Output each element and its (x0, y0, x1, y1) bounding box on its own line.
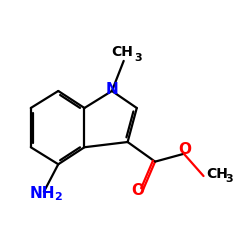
Text: CH: CH (112, 45, 133, 59)
Text: O: O (131, 183, 144, 198)
Text: 3: 3 (225, 174, 232, 184)
Text: 3: 3 (134, 53, 142, 63)
Text: O: O (179, 142, 192, 156)
Text: N: N (106, 82, 119, 97)
Text: CH: CH (206, 167, 228, 181)
Text: NH: NH (30, 186, 55, 200)
Text: 2: 2 (54, 192, 62, 202)
